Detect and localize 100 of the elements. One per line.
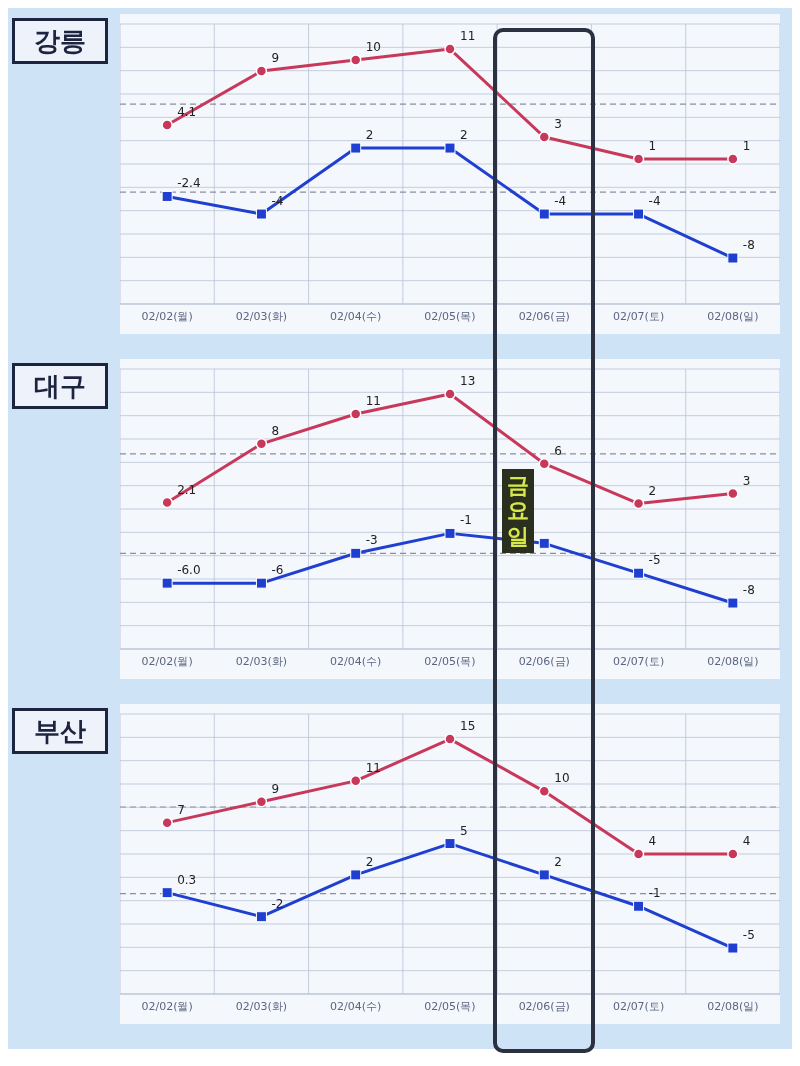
x-tick-label: 02/06(금) <box>518 999 570 1013</box>
point <box>538 869 550 881</box>
x-tick-label: 02/03(화) <box>235 654 288 668</box>
x-tick-label: 02/03(화) <box>235 309 288 323</box>
point <box>255 65 268 77</box>
data-label: -1 <box>648 886 661 901</box>
point <box>444 142 456 154</box>
point <box>161 577 173 589</box>
point <box>444 527 456 539</box>
x-tick-label: 02/02(월) <box>141 309 193 323</box>
x-tick-label: 02/04(수) <box>330 654 382 668</box>
x-tick-label: 02/02(월) <box>141 654 193 668</box>
x-tick-label: 02/05(목) <box>424 654 476 668</box>
point <box>538 457 551 470</box>
point <box>255 796 268 808</box>
x-tick-label: 02/05(목) <box>424 309 476 323</box>
point <box>727 153 739 165</box>
x-tick-label: 02/07(토) <box>612 309 665 323</box>
data-label: 1 <box>648 139 657 154</box>
x-tick-label: 02/08(일) <box>707 309 759 323</box>
point <box>632 153 645 165</box>
data-label: 6 <box>554 443 562 458</box>
data-label: 15 <box>460 719 476 734</box>
point <box>727 848 739 860</box>
point <box>538 537 550 549</box>
data-label: -8 <box>742 583 755 598</box>
data-label: 7 <box>177 802 185 817</box>
point <box>349 54 362 66</box>
x-tick-label: 02/03(화) <box>235 999 288 1013</box>
point <box>349 408 362 420</box>
point <box>633 567 645 579</box>
point <box>727 942 739 954</box>
data-label: 0.3 <box>177 872 197 887</box>
point <box>727 487 739 500</box>
point <box>161 119 173 131</box>
point <box>632 497 645 510</box>
data-label: -4 <box>648 194 661 209</box>
data-label: 5 <box>460 823 468 838</box>
point <box>633 208 645 220</box>
data-label: -4 <box>554 194 567 209</box>
data-label: 11 <box>460 29 476 44</box>
point <box>350 547 362 559</box>
point <box>350 869 362 881</box>
data-label: 2 <box>554 854 562 869</box>
data-label: -8 <box>742 238 755 253</box>
data-label: 2 <box>365 128 374 143</box>
point <box>161 816 173 829</box>
data-label: -6 <box>271 563 284 578</box>
point <box>350 142 362 154</box>
x-tick-label: 02/05(목) <box>424 999 476 1013</box>
point <box>161 887 173 899</box>
x-tick-label: 02/07(토) <box>612 999 665 1013</box>
point <box>727 252 739 264</box>
data-label: 8 <box>271 423 280 438</box>
data-label: 11 <box>365 760 381 775</box>
data-label: 3 <box>554 117 562 132</box>
point <box>632 848 645 860</box>
chart-title: 부산 <box>12 708 108 754</box>
point <box>255 438 268 450</box>
data-label: 4 <box>742 834 751 848</box>
point <box>255 911 267 923</box>
x-tick-label: 02/06(금) <box>518 654 570 668</box>
point <box>444 733 456 745</box>
annotation: 금요일 <box>502 469 534 553</box>
x-tick-label: 02/02(월) <box>141 999 193 1013</box>
point <box>444 388 456 400</box>
point <box>538 208 550 220</box>
data-label: -2.4 <box>177 176 201 191</box>
point <box>727 597 739 609</box>
data-label: 10 <box>365 40 381 55</box>
point <box>255 208 267 220</box>
data-label: 11 <box>365 393 381 408</box>
data-label: -5 <box>648 553 661 568</box>
point <box>161 496 173 509</box>
point <box>633 900 645 912</box>
chart-title: 강릉 <box>12 18 108 64</box>
x-tick-label: 02/04(수) <box>330 999 382 1013</box>
point <box>444 838 456 850</box>
data-label: -3 <box>365 533 378 548</box>
data-label: 2 <box>460 128 468 143</box>
data-label: 4 <box>648 834 657 848</box>
chart-title: 대구 <box>12 363 108 409</box>
data-label: 1 <box>742 139 751 154</box>
x-tick-label: 02/04(수) <box>330 309 382 323</box>
point <box>538 785 551 798</box>
data-label: 2 <box>648 483 657 498</box>
point <box>255 577 267 589</box>
data-label: 10 <box>554 771 570 786</box>
data-label: 9 <box>271 51 280 66</box>
point <box>444 43 456 55</box>
point <box>349 775 362 787</box>
data-label: -6.0 <box>177 563 201 578</box>
x-tick-label: 02/08(일) <box>707 999 759 1013</box>
data-label: -2 <box>271 896 284 911</box>
point <box>538 131 551 143</box>
data-label: -1 <box>460 513 472 528</box>
data-label: 9 <box>271 781 280 796</box>
data-label: 13 <box>460 374 476 389</box>
data-label: -5 <box>742 928 755 943</box>
data-label: 2 <box>365 854 374 869</box>
